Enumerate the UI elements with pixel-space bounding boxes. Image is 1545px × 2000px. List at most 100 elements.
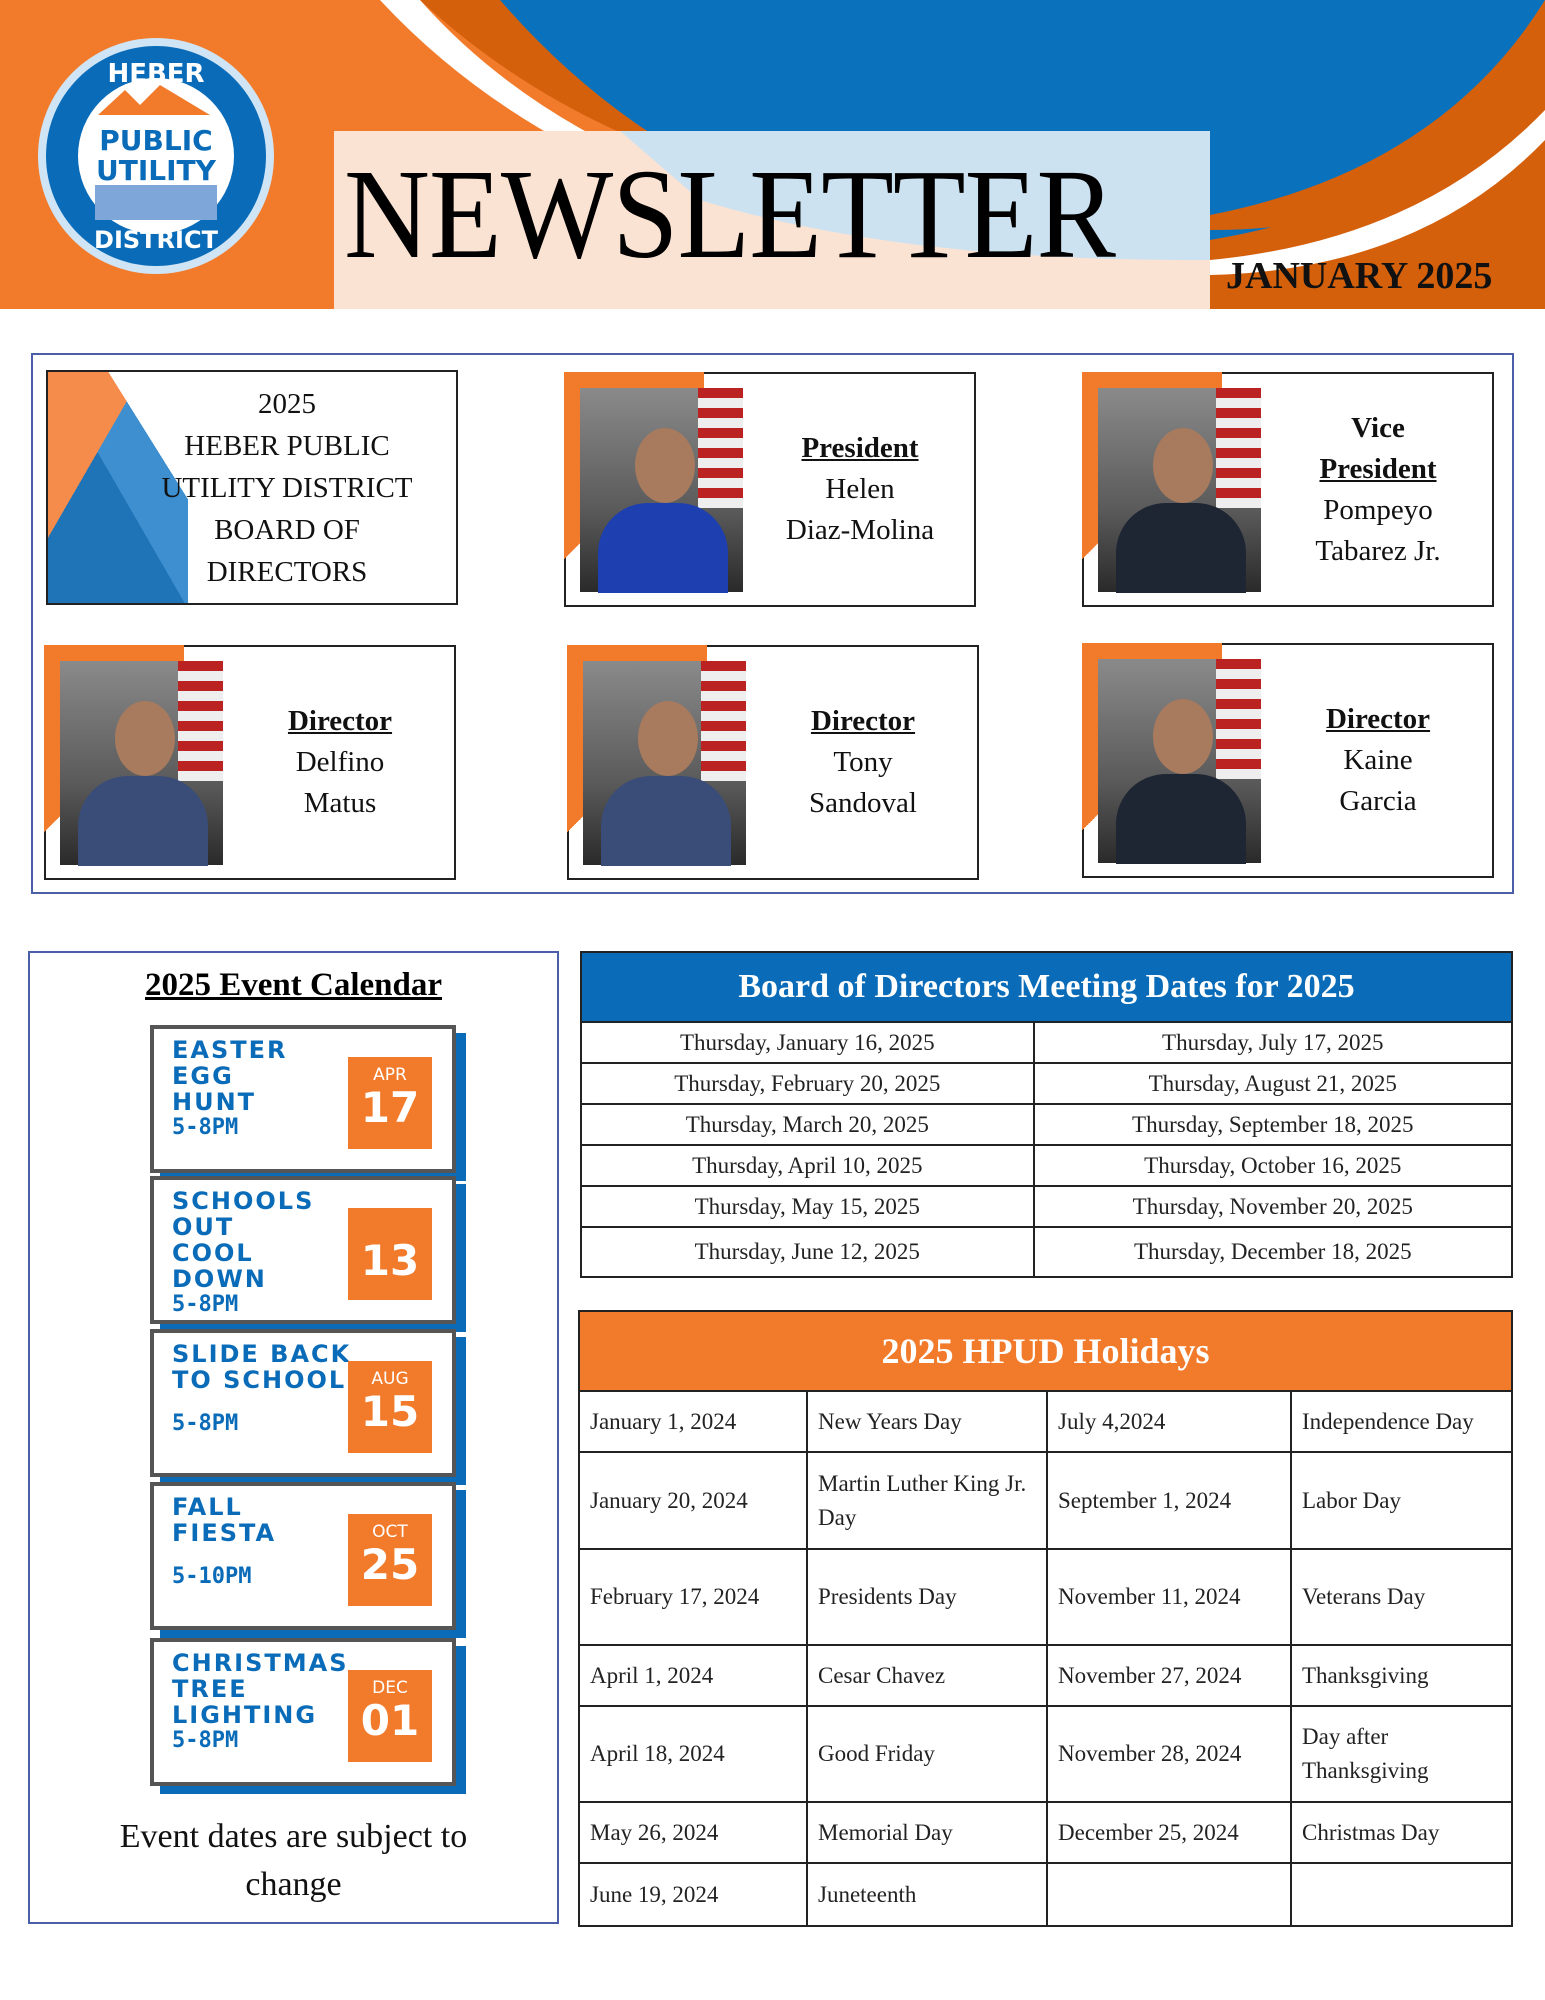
- member-role: Vice: [1351, 411, 1405, 444]
- event-name: SCHOOLS OUT COOL DOWN 5-8PM: [172, 1187, 315, 1317]
- event-name: FALL FIESTA 5-10PM: [172, 1493, 277, 1589]
- table-row: April 18, 2024 Good Friday November 28, 20…: [578, 1705, 1513, 1803]
- event-date-badge: 13: [348, 1208, 432, 1300]
- member-name: Kaine: [1343, 744, 1413, 776]
- meeting-dates-table: Board of Directors Meeting Dates for 202…: [580, 951, 1514, 1278]
- holiday-name-cell: Labor Day: [1290, 1451, 1513, 1550]
- event-card: SCHOOLS OUT COOL DOWN 5-8PM 13: [150, 1176, 456, 1324]
- meeting-dates-title: Board of Directors Meeting Dates for 202…: [580, 951, 1513, 1023]
- member-card-vice-president: Vice President Pompeyo Tabarez Jr.: [1082, 372, 1494, 607]
- event-month: DEC: [372, 1678, 408, 1698]
- event-card: CHRISTMAS TREE LIGHTING 5-8PM DEC 01: [150, 1638, 456, 1786]
- member-photo: [580, 388, 743, 593]
- event-name: EASTER EGG HUNT 5-8PM: [172, 1036, 288, 1140]
- intro-line: DIRECTORS: [206, 555, 368, 588]
- member-name: Sandoval: [809, 787, 917, 819]
- event-day: 25: [360, 1540, 420, 1589]
- holiday-name-cell: Martin Luther King Jr. Day: [806, 1451, 1048, 1550]
- meeting-date-cell: Thursday, November 20, 2025: [1032, 1185, 1514, 1228]
- holiday-name-cell: Veterans Day: [1290, 1548, 1513, 1646]
- member-card-director: Director Kaine Garcia: [1082, 643, 1494, 878]
- holiday-name-cell: Juneteenth: [806, 1862, 1048, 1927]
- member-role: Director: [287, 705, 393, 737]
- event-time: 5-8PM: [172, 1411, 239, 1436]
- newsletter-title: NEWSLETTER: [344, 143, 1116, 285]
- event-card: EASTER EGG HUNT 5-8PM APR 17: [150, 1025, 456, 1173]
- event-disclaimer: Event dates are subject to change: [119, 1818, 468, 1903]
- member-photo: [1098, 388, 1261, 593]
- event-day: 01: [360, 1696, 420, 1745]
- holiday-date-cell: June 19, 2024: [578, 1862, 808, 1927]
- member-name: Tabarez Jr.: [1315, 534, 1441, 567]
- event-month: APR: [373, 1065, 407, 1085]
- table-row: April 1, 2024 Cesar Chavez November 27, 20…: [578, 1644, 1513, 1707]
- table-row: June 19, 2024 Juneteenth: [578, 1862, 1513, 1927]
- member-role: Director: [1325, 703, 1431, 735]
- holidays-table: 2025 HPUD Holidays January 1, 2024 New Yea…: [578, 1310, 1513, 1927]
- intro-line: 2025: [258, 387, 316, 420]
- event-calendar: 2025 Event Calendar EASTER EGG HUNT 5-8PM AP…: [28, 951, 559, 1924]
- member-card-director: Director Tony Sandoval: [567, 645, 979, 880]
- event-day: 17: [360, 1083, 420, 1132]
- holidays-title: 2025 HPUD Holidays: [578, 1310, 1513, 1392]
- table-row: Thursday, February 20, 2025 Thursday, Aug…: [580, 1062, 1514, 1105]
- event-calendar-title: 2025 Event Calendar: [145, 967, 442, 1003]
- table-row: Thursday, January 16, 2025 Thursday, July…: [580, 1021, 1514, 1064]
- member-card-director: Director Delfino Matus: [44, 645, 456, 880]
- event-date-badge: APR 17: [348, 1057, 432, 1149]
- svg-text:HEBER: HEBER: [107, 59, 204, 89]
- holiday-date-cell: April 18, 2024: [578, 1705, 808, 1803]
- member-name: Pompeyo: [1323, 493, 1433, 526]
- event-time: 5-8PM: [172, 1728, 239, 1753]
- holiday-name-cell: Good Friday: [806, 1705, 1048, 1803]
- holiday-name-cell: Day after Thanksgiving: [1290, 1705, 1513, 1803]
- table-row: Thursday, June 12, 2025 Thursday, Decembe…: [580, 1226, 1514, 1278]
- meeting-date-cell: Thursday, March 20, 2025: [580, 1103, 1035, 1146]
- meeting-date-cell: Thursday, February 20, 2025: [580, 1062, 1035, 1105]
- hpud-logo: HEBER PUBLIC UTILITY DISTRICT: [38, 38, 274, 274]
- table-row: February 17, 2024 Presidents Day November …: [578, 1548, 1513, 1646]
- holiday-date-cell: February 17, 2024: [578, 1548, 808, 1646]
- event-month: OCT: [372, 1522, 408, 1542]
- holiday-date-cell: [1046, 1862, 1292, 1927]
- event-month: [348, 1216, 432, 1236]
- event-day: 13: [360, 1236, 420, 1285]
- meeting-date-cell: Thursday, April 10, 2025: [580, 1144, 1035, 1187]
- member-photo: [1098, 659, 1261, 864]
- member-card-president: President Helen Diaz-Molina: [564, 372, 976, 607]
- header-banner-graphic: HEBER PUBLIC UTILITY DISTRICT: [20, 0, 1545, 309]
- board-intro-card: 2025 HEBER PUBLIC UTILITY DISTRICT BOARD…: [46, 370, 458, 605]
- intro-line: BOARD OF: [214, 513, 360, 546]
- meeting-date-cell: Thursday, December 18, 2025: [1032, 1226, 1514, 1278]
- holiday-name-cell: Presidents Day: [806, 1548, 1048, 1646]
- intro-line: HEBER PUBLIC: [184, 429, 390, 462]
- member-name: Diaz-Molina: [785, 514, 935, 546]
- holiday-date-cell: January 20, 2024: [578, 1451, 808, 1550]
- holiday-name-cell: Memorial Day: [806, 1801, 1048, 1864]
- holiday-date-cell: May 26, 2024: [578, 1801, 808, 1864]
- event-time: 5-10PM: [172, 1564, 252, 1589]
- meeting-date-cell: Thursday, July 17, 2025: [1032, 1021, 1514, 1064]
- member-name: Matus: [303, 787, 377, 819]
- event-date-badge: OCT 25: [348, 1514, 432, 1606]
- event-day: 15: [360, 1387, 420, 1436]
- intro-line: UTILITY DISTRICT: [161, 471, 413, 504]
- svg-text:PUBLIC: PUBLIC: [99, 124, 212, 157]
- member-name: Helen: [825, 473, 895, 505]
- event-name: SLIDE BACK TO SCHOOL 5-8PM: [172, 1340, 352, 1436]
- event-month: AUG: [371, 1369, 409, 1389]
- table-row: Thursday, April 10, 2025 Thursday, Octobe…: [580, 1144, 1514, 1187]
- holiday-date-cell: December 25, 2024: [1046, 1801, 1292, 1864]
- holiday-date-cell: September 1, 2024: [1046, 1451, 1292, 1550]
- holiday-date-cell: November 27, 2024: [1046, 1644, 1292, 1707]
- meeting-date-cell: Thursday, June 12, 2025: [580, 1226, 1035, 1278]
- event-card: FALL FIESTA 5-10PM OCT 25: [150, 1482, 456, 1630]
- holiday-date-cell: November 28, 2024: [1046, 1705, 1292, 1803]
- event-date-badge: AUG 15: [348, 1361, 432, 1453]
- holiday-name-cell: Cesar Chavez: [806, 1644, 1048, 1707]
- member-name: Tony: [833, 746, 893, 778]
- member-photo: [583, 661, 746, 866]
- member-name: Delfino: [295, 746, 385, 778]
- newsletter-header: HEBER PUBLIC UTILITY DISTRICT NEWSLETTER…: [0, 0, 1545, 309]
- event-date-badge: DEC 01: [348, 1670, 432, 1762]
